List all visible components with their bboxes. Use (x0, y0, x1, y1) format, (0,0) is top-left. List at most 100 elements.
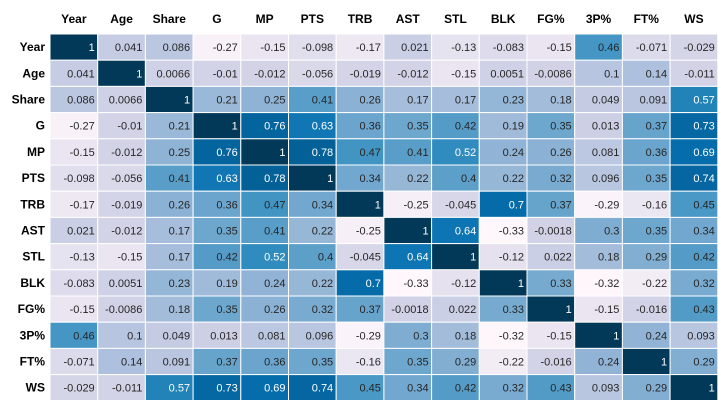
heatmap-cell (526, 190, 576, 218)
cell-value-label: -0.019 (350, 68, 381, 80)
heatmap-cell (240, 295, 290, 323)
cell-value-label: 0.34 (407, 383, 428, 395)
cell-value-label: 0.45 (693, 199, 714, 211)
cell-value-label: 0.76 (264, 121, 285, 133)
cell-value-label: 1 (661, 357, 667, 369)
cell-value-label: 0.022 (544, 252, 572, 264)
cell-value-label: 0.35 (312, 357, 333, 369)
cell-value-label: 0.73 (216, 383, 237, 395)
heatmap-cell (144, 112, 194, 140)
heatmap-cell (288, 321, 337, 349)
cell-value-label: 0.4 (461, 173, 476, 185)
row-label: PTS (22, 171, 45, 185)
cell-value-label: -0.029 (63, 383, 94, 395)
column-label: TRB (348, 12, 373, 26)
heatmap-cell (383, 164, 433, 192)
cell-value-label: 0.19 (503, 121, 524, 133)
column-label: Year (61, 12, 87, 26)
cell-value-label: 0.47 (264, 199, 285, 211)
row-label: AST (21, 224, 46, 238)
column-label: WS (684, 12, 703, 26)
cell-value-label: 0.0051 (490, 68, 524, 80)
cell-value-label: -0.16 (642, 199, 667, 211)
cell-value-label: -0.0086 (534, 68, 571, 80)
cell-value-label: 0.26 (359, 95, 380, 107)
cell-value-label: -0.15 (594, 304, 619, 316)
cell-value-label: -0.083 (493, 42, 524, 54)
heatmap-cell (383, 33, 433, 61)
cell-value-label: 0.26 (169, 199, 190, 211)
cell-value-label: 0.64 (455, 226, 476, 238)
heatmap-cell (574, 216, 623, 245)
cell-value-label: 0.52 (455, 147, 476, 159)
cell-value-label: -0.083 (63, 278, 94, 290)
cell-value-label: 0.26 (550, 147, 571, 159)
heatmap-cell (383, 112, 433, 140)
cell-value-label: 0.049 (592, 95, 620, 107)
cell-value-label: 0.22 (407, 173, 428, 185)
heatmap-cell (97, 269, 146, 297)
cell-value-label: 0.47 (359, 147, 380, 159)
heatmap-cell (526, 374, 576, 400)
heatmap-cell (240, 269, 290, 297)
cell-value-label: -0.098 (63, 173, 94, 185)
cell-value-label: 1 (232, 121, 238, 133)
cell-value-label: 0.17 (169, 252, 190, 264)
cell-value-label: -0.15 (70, 147, 95, 159)
heatmap-cell (49, 190, 99, 218)
cell-value-label: 0.35 (646, 173, 667, 185)
cell-value-label: -0.011 (684, 68, 714, 80)
cell-value-label: 0.35 (407, 357, 428, 369)
cell-value-label: 0.43 (693, 304, 714, 316)
heatmap-cell (240, 138, 290, 166)
cell-value-label: 0.37 (550, 199, 571, 211)
heatmap-cell (288, 59, 337, 87)
heatmap-cell (192, 190, 242, 218)
cell-value-label: -0.0086 (105, 304, 142, 316)
cell-value-label: 0.23 (503, 95, 524, 107)
cell-value-label: 0.22 (503, 173, 524, 185)
heatmap-cell (574, 374, 623, 400)
heatmap-cell (383, 269, 433, 297)
column-label: STL (444, 12, 467, 26)
cell-value-label: -0.016 (540, 357, 571, 369)
heatmap-cell (97, 59, 146, 87)
cell-value-label: 0.14 (121, 357, 142, 369)
cell-value-label: 0.086 (67, 95, 95, 107)
cell-value-label: 0.18 (550, 95, 571, 107)
cell-value-label: 0.022 (449, 304, 477, 316)
cell-value-label: -0.13 (451, 42, 476, 54)
row-label: 3P% (20, 328, 46, 342)
cell-value-label: -0.32 (594, 278, 619, 290)
heatmap-cell (335, 190, 385, 218)
column-label: FG% (537, 12, 565, 26)
cell-value-label: -0.056 (302, 68, 333, 80)
cell-value-label: 0.093 (687, 330, 715, 342)
cell-value-label: 0.093 (592, 383, 620, 395)
heatmap-cell (478, 216, 528, 245)
heatmap-cell (526, 295, 576, 323)
cell-value-label: 0.25 (264, 95, 285, 107)
cell-value-label: 0.096 (306, 330, 334, 342)
heatmap-cell (49, 85, 99, 114)
column-label: AST (396, 12, 421, 26)
cell-value-label: -0.12 (499, 252, 524, 264)
heatmap-cell (574, 269, 623, 297)
cell-value-label: 0.37 (646, 121, 667, 133)
cell-value-label: -0.071 (636, 42, 667, 54)
heatmap-cell (383, 138, 433, 166)
heatmap-cell (478, 295, 528, 323)
heatmap-cell (335, 321, 385, 349)
heatmap-cell (240, 59, 290, 87)
cell-value-label: -0.01 (117, 121, 142, 133)
cell-value-label: 0.42 (216, 252, 237, 264)
heatmap-cell (288, 216, 337, 245)
cell-value-label: 0.35 (216, 226, 237, 238)
cell-value-label: 0.021 (401, 42, 429, 54)
heatmap-cell (335, 243, 385, 271)
heatmap-cell (383, 85, 433, 114)
heatmap-cell (478, 347, 528, 376)
cell-value-label: -0.0018 (391, 304, 428, 316)
heatmap-cell (192, 216, 242, 245)
